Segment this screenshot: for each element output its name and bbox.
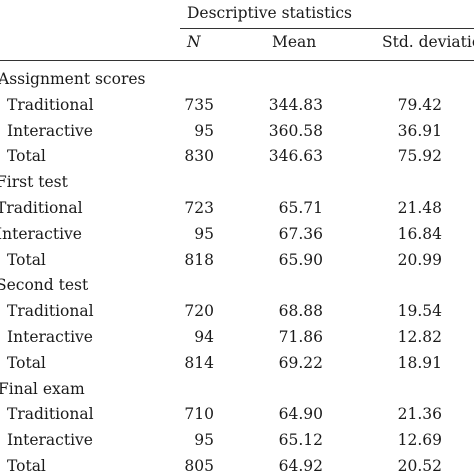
cell-n: 814 [184, 353, 214, 372]
cell-mean: 69.22 [278, 353, 323, 372]
cell-sd: 12.82 [397, 328, 442, 346]
cell-n: 805 [184, 457, 214, 474]
row-label: Interactive [7, 328, 93, 346]
cell-sd: 75.92 [397, 147, 442, 166]
cell-n: 818 [184, 250, 214, 269]
cell-n: 710 [184, 405, 214, 424]
cell-mean: 68.88 [278, 302, 323, 321]
cell-n: 830 [184, 147, 214, 166]
cell-sd: 19.54 [397, 302, 442, 321]
cell-n: 95 [194, 224, 214, 243]
cell-mean: 64.92 [278, 457, 323, 474]
row-label: Interactive [0, 224, 82, 243]
cell-mean: 65.12 [278, 431, 323, 450]
row-label: Total [7, 147, 46, 166]
cell-sd: 21.36 [397, 405, 442, 424]
row-label: Traditional [7, 95, 94, 114]
cell-n: 735 [184, 95, 214, 114]
cell-sd: 20.52 [397, 457, 442, 474]
section-title: Final exam [0, 379, 85, 398]
header-rule-top [180, 28, 474, 29]
row-label: Interactive [7, 121, 93, 140]
group-header: Descriptive statistics [187, 4, 352, 22]
cell-sd: 12.69 [397, 431, 442, 450]
section-title: Assignment scores [0, 70, 146, 88]
cell-mean: 67.36 [278, 224, 323, 243]
cell-sd: 18.91 [397, 353, 442, 372]
cell-sd: 21.48 [397, 199, 442, 217]
cell-sd: 20.99 [397, 250, 442, 269]
row-label: Interactive [7, 431, 93, 450]
cell-n: 720 [184, 302, 214, 321]
cell-n: 94 [194, 328, 214, 346]
column-header-n: N [187, 33, 201, 51]
cell-sd: 36.91 [397, 121, 442, 140]
header-rule-bottom [0, 60, 474, 61]
row-label: Total [7, 457, 46, 474]
section-title: Second test [0, 276, 89, 295]
cell-sd: 79.42 [397, 95, 442, 114]
row-label: Traditional [7, 405, 94, 424]
section-title: First test [0, 173, 68, 192]
cell-mean: 344.83 [268, 95, 323, 114]
cell-n: 95 [194, 121, 214, 140]
row-label: Total [7, 250, 46, 269]
row-label: Traditional [0, 199, 83, 217]
cell-mean: 65.71 [278, 199, 323, 217]
cell-mean: 71.86 [278, 328, 323, 346]
cell-n: 95 [194, 431, 214, 450]
cell-mean: 360.58 [268, 121, 323, 140]
cell-mean: 346.63 [268, 147, 323, 166]
cell-mean: 64.90 [278, 405, 323, 424]
row-label: Traditional [7, 302, 94, 321]
column-header-mean: Mean [272, 33, 317, 51]
column-header-sd: Std. deviation [382, 33, 474, 51]
cell-mean: 65.90 [278, 250, 323, 269]
row-label: Total [7, 353, 46, 372]
cell-n: 723 [184, 199, 214, 217]
cell-sd: 16.84 [397, 224, 442, 243]
